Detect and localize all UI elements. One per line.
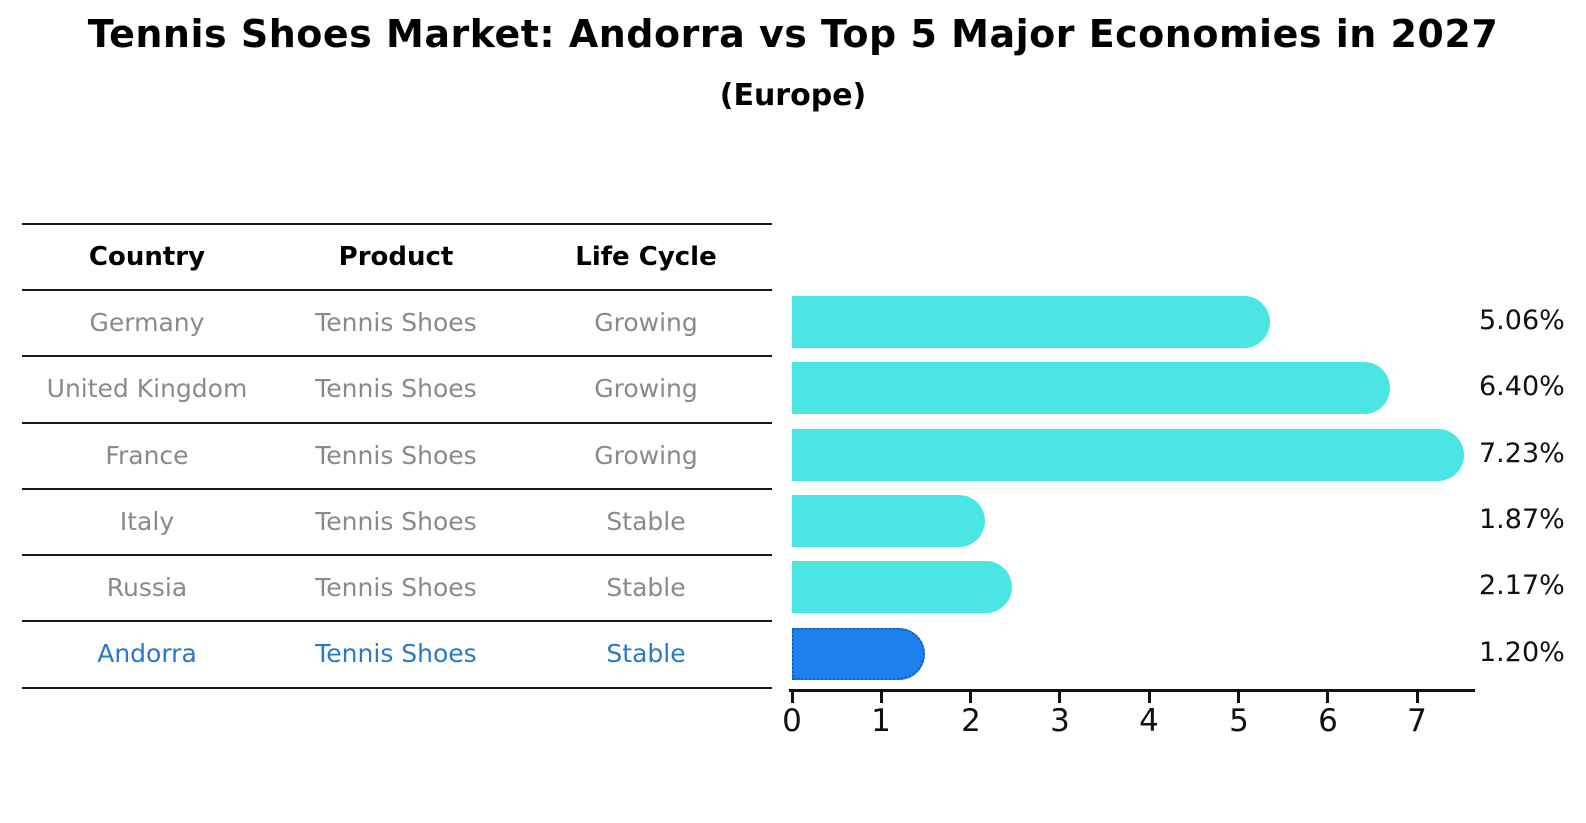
cell-life-cycle: Stable [606,506,686,536]
chart-title: Tennis Shoes Market: Andorra vs Top 5 Ma… [87,12,1499,56]
cell-life-cycle: Stable [606,639,686,669]
bar [792,362,1390,414]
x-axis-tick-label: 2 [961,703,981,739]
cell-life-cycle: Growing [594,374,698,404]
chart-subtitle: (Europe) [719,78,867,113]
cell-country: Germany [89,308,205,337]
table-row: Russia Tennis Shoes Stable [22,556,772,623]
x-axis-tick-label: 6 [1318,703,1338,739]
column-header-country: Country [88,242,206,272]
value-label: 6.40% [1479,371,1565,402]
bar [792,561,1012,613]
cell-product: Tennis Shoes [315,573,477,603]
bar [792,429,1464,481]
x-axis-tick-label: 4 [1139,703,1159,739]
value-label: 1.87% [1479,504,1565,535]
table-row: Germany Tennis Shoes Growing [22,291,772,358]
table-row: United Kingdom Tennis Shoes Growing [22,357,772,424]
cell-country: France [105,440,189,470]
column-header-life-cycle: Life Cycle [575,242,717,272]
cell-country: Italy [119,506,175,536]
value-label: 1.20% [1479,637,1565,668]
x-axis-tick-mark [1148,691,1151,703]
cell-product: Tennis Shoes [315,374,477,404]
x-axis-tick-mark [969,691,972,703]
cell-product: Tennis Shoes [315,506,477,536]
cell-product: Tennis Shoes [315,440,477,470]
cell-country: Andorra [97,639,197,669]
bar [792,296,1270,348]
x-axis-tick-mark [791,691,794,703]
value-label: 2.17% [1479,570,1565,601]
x-axis-line [789,689,1475,692]
cell-product: Tennis Shoes [315,308,477,337]
table-body: Germany Tennis Shoes Growing United King… [22,291,772,689]
x-axis-tick-label: 0 [782,703,802,739]
table-row: Italy Tennis Shoes Stable [22,490,772,557]
x-axis-tick-mark [1058,691,1061,703]
x-axis-tick-mark [1237,691,1240,703]
x-axis-tick-mark [880,691,883,703]
cell-country: Russia [106,573,188,603]
table-row: France Tennis Shoes Growing [22,424,772,490]
x-axis-tick-mark [1416,691,1419,703]
column-header-product: Product [338,242,454,272]
x-axis-tick-label: 7 [1407,703,1427,739]
value-label: 5.06% [1479,305,1565,336]
cell-life-cycle: Growing [594,440,698,470]
table-header-row: Country Product Life Cycle [22,225,772,291]
x-axis-tick-label: 5 [1229,703,1249,739]
cell-life-cycle: Growing [594,308,698,337]
x-axis-tick-label: 3 [1050,703,1070,739]
bar-highlight [792,628,925,680]
data-table: Country Product Life Cycle Germany Tenni… [22,223,772,689]
x-axis-tick-mark [1326,691,1329,703]
cell-product: Tennis Shoes [315,639,477,669]
table-row: Andorra Tennis Shoes Stable [22,622,772,689]
cell-life-cycle: Stable [606,573,686,603]
x-axis-tick-label: 1 [871,703,891,739]
bar [792,495,985,547]
value-label: 7.23% [1479,438,1565,469]
cell-country: United Kingdom [46,374,248,404]
